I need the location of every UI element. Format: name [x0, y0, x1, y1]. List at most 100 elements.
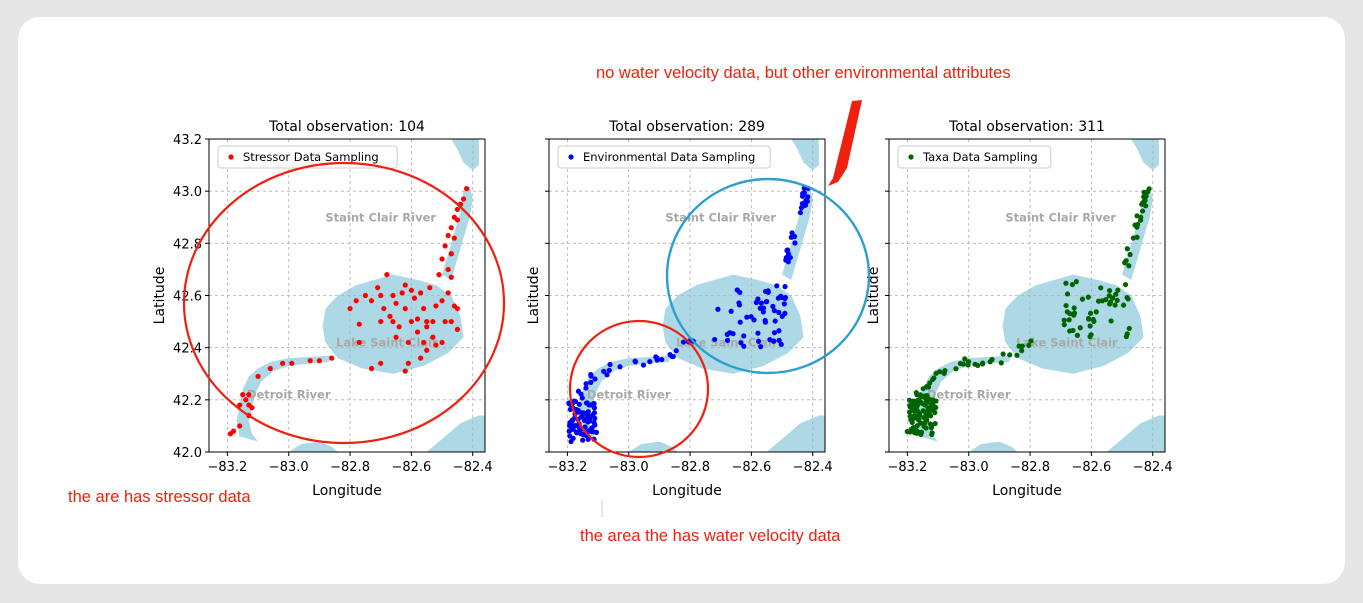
water-bottom-right: [1106, 415, 1165, 452]
data-point: [414, 316, 421, 322]
data-point: [763, 299, 769, 305]
data-point: [788, 234, 794, 240]
environmental-highlight-circle: [665, 177, 871, 375]
data-point: [378, 292, 384, 299]
data-point: [916, 415, 922, 421]
y-tick-label: 43.2: [173, 133, 202, 148]
data-point: [237, 423, 243, 429]
y-tick-label: 42.6: [173, 290, 202, 305]
data-point: [906, 397, 913, 403]
st-clair-river-shape: [442, 185, 473, 280]
data-point: [783, 255, 789, 261]
data-point: [1000, 351, 1006, 357]
data-point: [930, 376, 936, 383]
data-point: [1061, 322, 1067, 328]
x-tick-label: −83.2: [547, 460, 587, 475]
plot-area: Staint Clair River Lake Saint Clair Detroi…: [209, 139, 485, 452]
data-point: [240, 392, 246, 398]
water-bottom: [968, 441, 1018, 452]
data-point: [1126, 263, 1132, 269]
data-point: [405, 360, 411, 366]
data-point: [439, 339, 445, 346]
data-point: [758, 344, 764, 350]
data-point: [1071, 305, 1077, 311]
data-point: [908, 417, 914, 423]
data-point: [797, 209, 804, 216]
data-point: [246, 392, 252, 398]
data-point: [1139, 208, 1146, 214]
data-point: [448, 225, 454, 231]
data-point: [1064, 309, 1070, 315]
data-point: [771, 308, 777, 314]
data-point: [781, 301, 787, 307]
data-point: [418, 355, 424, 361]
data-point: [433, 303, 439, 309]
data-point: [280, 360, 286, 366]
x-tick-label: −82.8: [670, 460, 710, 475]
map-label: Lake Saint Clair: [336, 335, 438, 349]
data-point: [390, 318, 396, 325]
data-point: [1113, 291, 1119, 297]
data-point: [962, 356, 968, 362]
data-point: [772, 318, 778, 324]
chart-title: Total observation: 289: [608, 119, 765, 135]
lake-shape: [1002, 274, 1144, 374]
data-point: [730, 331, 736, 337]
data-point: [771, 338, 777, 344]
data-point: [1124, 294, 1130, 301]
x-tick-label: −83.2: [887, 460, 927, 475]
stressor-highlight-circle: [182, 161, 506, 445]
data-point: [924, 393, 930, 399]
data-point: [399, 290, 405, 296]
data-point: [933, 398, 939, 404]
data-point: [774, 283, 780, 289]
data-point: [583, 400, 590, 406]
data-point: [237, 402, 243, 408]
data-point: [579, 395, 585, 401]
data-point: [454, 217, 460, 223]
data-point: [1120, 302, 1127, 308]
data-point: [249, 405, 255, 411]
data-point: [929, 430, 935, 436]
data-point: [916, 410, 923, 417]
data-point: [724, 331, 730, 337]
detroit-river-shape: [576, 355, 672, 442]
data-point: [368, 298, 375, 304]
data-point: [1091, 318, 1097, 325]
data-point: [758, 300, 764, 306]
data-point: [307, 358, 313, 364]
data-point: [1085, 315, 1092, 322]
y-axis-label: Latitude: [152, 267, 168, 325]
x-tick-label: −83.2: [207, 460, 247, 475]
data-point: [568, 438, 574, 445]
data-point: [669, 353, 675, 359]
data-point: [1014, 352, 1020, 358]
data-point: [378, 360, 384, 366]
data-point: [728, 308, 734, 314]
data-point: [430, 318, 436, 325]
data-point: [776, 337, 782, 344]
data-point: [757, 305, 763, 311]
data-point: [632, 359, 639, 365]
data-point: [1114, 297, 1120, 303]
data-point: [920, 408, 926, 414]
water-top-right: [1131, 139, 1159, 171]
data-point: [1141, 194, 1147, 200]
data-point: [402, 282, 408, 288]
data-point: [408, 287, 414, 293]
data-point: [583, 385, 589, 391]
data-point: [776, 309, 782, 315]
annotation-stressor-area: the are has stressor data: [68, 488, 251, 506]
data-point: [439, 298, 445, 304]
data-point: [1026, 342, 1032, 348]
data-point: [1074, 332, 1081, 338]
velocity-highlight-circle: [568, 319, 710, 459]
data-point: [801, 190, 807, 196]
lake-shape: [322, 274, 464, 374]
data-point: [917, 392, 924, 398]
data-point: [937, 369, 943, 375]
data-point: [737, 319, 743, 325]
data-point: [316, 358, 322, 364]
data-point: [414, 329, 421, 335]
data-point: [738, 340, 744, 346]
